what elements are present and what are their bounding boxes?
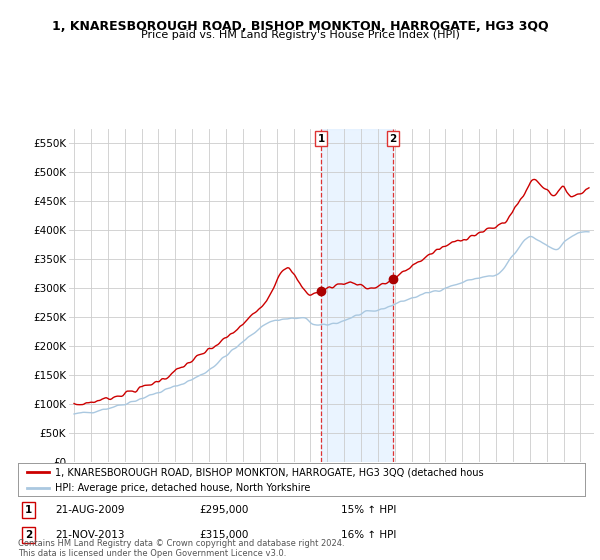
- Text: 16% ↑ HPI: 16% ↑ HPI: [341, 530, 397, 540]
- Text: 2: 2: [389, 134, 397, 144]
- Text: £295,000: £295,000: [199, 505, 249, 515]
- Bar: [321, 129, 393, 462]
- Text: 21-AUG-2009: 21-AUG-2009: [55, 505, 124, 515]
- Text: 1: 1: [25, 505, 32, 515]
- Text: 1, KNARESBOROUGH ROAD, BISHOP MONKTON, HARROGATE, HG3 3QQ: 1, KNARESBOROUGH ROAD, BISHOP MONKTON, H…: [52, 20, 548, 32]
- Text: 2: 2: [25, 530, 32, 540]
- Text: £315,000: £315,000: [199, 530, 249, 540]
- Text: 21-NOV-2013: 21-NOV-2013: [55, 530, 124, 540]
- Text: 1, KNARESBOROUGH ROAD, BISHOP MONKTON, HARROGATE, HG3 3QQ (detached hous: 1, KNARESBOROUGH ROAD, BISHOP MONKTON, H…: [55, 467, 484, 477]
- Text: Contains HM Land Registry data © Crown copyright and database right 2024.
This d: Contains HM Land Registry data © Crown c…: [18, 539, 344, 558]
- Text: 15% ↑ HPI: 15% ↑ HPI: [341, 505, 397, 515]
- Text: HPI: Average price, detached house, North Yorkshire: HPI: Average price, detached house, Nort…: [55, 483, 310, 493]
- Text: 1: 1: [317, 134, 325, 144]
- Text: Price paid vs. HM Land Registry's House Price Index (HPI): Price paid vs. HM Land Registry's House …: [140, 30, 460, 40]
